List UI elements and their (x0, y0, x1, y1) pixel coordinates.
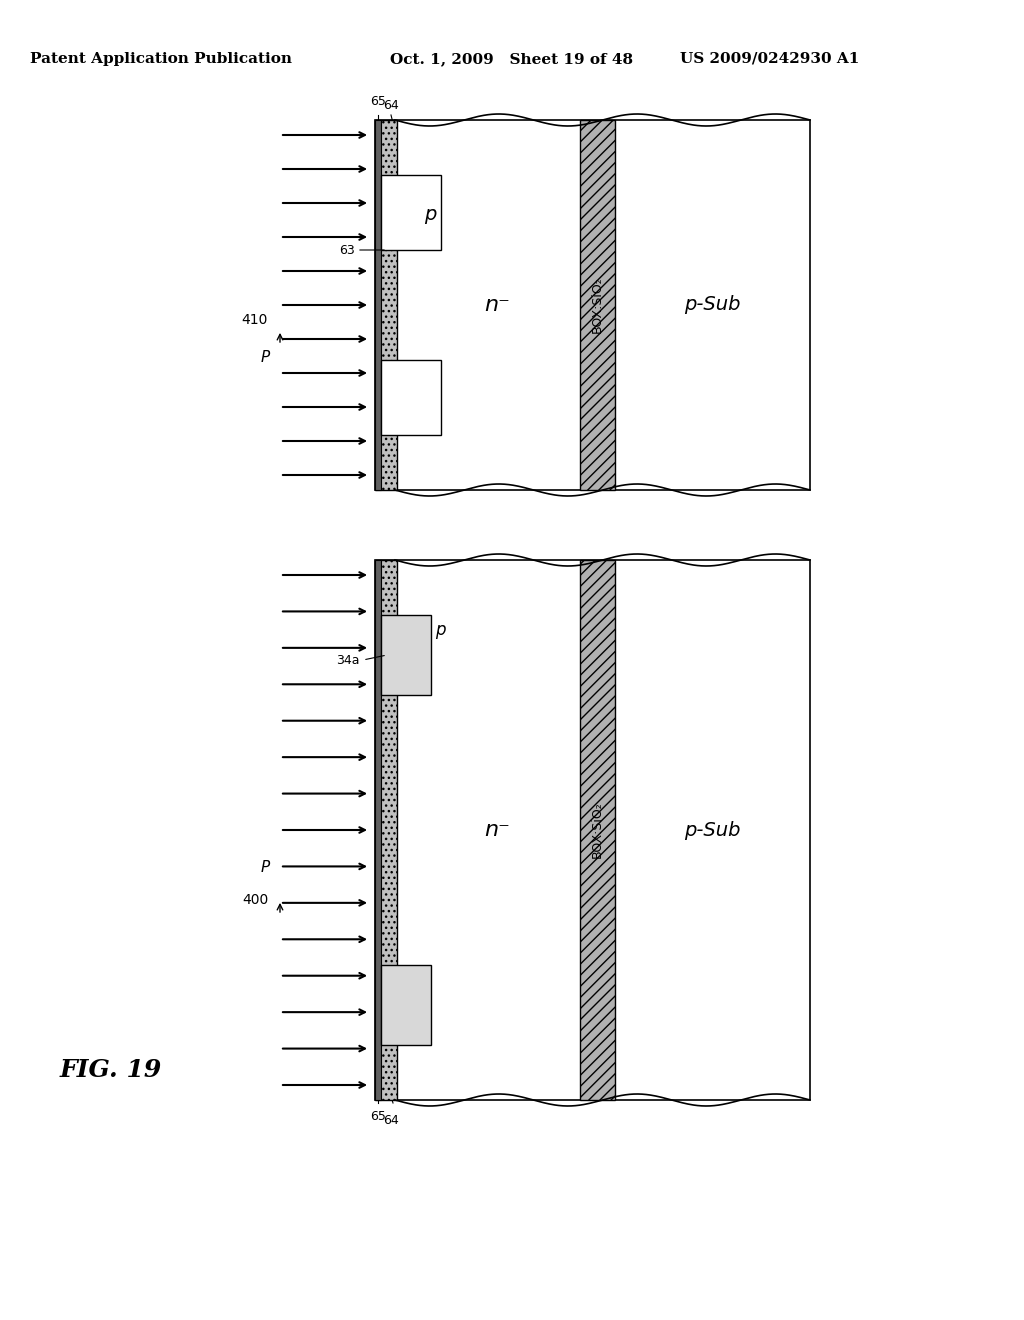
Bar (375, 120, 810, 490)
Bar (375, 120, 397, 490)
Bar (375, 560, 810, 1100)
Bar (580, 120, 615, 490)
Text: 410: 410 (242, 313, 268, 327)
Text: FIG. 19: FIG. 19 (60, 1059, 162, 1082)
Text: p-Sub: p-Sub (684, 821, 740, 840)
Text: n⁻: n⁻ (484, 294, 510, 315)
Text: 64: 64 (383, 99, 399, 112)
Text: 64: 64 (383, 1114, 399, 1127)
Text: n⁻: n⁻ (484, 820, 510, 840)
Bar (580, 560, 615, 1100)
Text: 34a: 34a (337, 653, 360, 667)
Bar (381, 176, 441, 249)
Text: Patent Application Publication: Patent Application Publication (30, 51, 292, 66)
Text: P: P (260, 350, 269, 366)
Bar (375, 560, 397, 1100)
Text: 65: 65 (370, 95, 386, 108)
Text: 65: 65 (370, 1110, 386, 1123)
Bar (381, 615, 431, 696)
Text: BOX:SiO₂: BOX:SiO₂ (591, 801, 604, 858)
Bar (381, 965, 431, 1045)
Text: P: P (260, 861, 269, 875)
Text: US 2009/0242930 A1: US 2009/0242930 A1 (680, 51, 859, 66)
Bar (375, 560, 381, 1100)
Bar (375, 120, 381, 490)
Text: BOX:SiO₂: BOX:SiO₂ (591, 277, 604, 334)
Text: 63: 63 (339, 243, 355, 256)
Text: Oct. 1, 2009   Sheet 19 of 48: Oct. 1, 2009 Sheet 19 of 48 (390, 51, 633, 66)
Text: p-Sub: p-Sub (684, 296, 740, 314)
Bar (381, 360, 441, 436)
Text: p: p (435, 620, 445, 639)
Text: 400: 400 (242, 894, 268, 907)
Text: p: p (424, 206, 436, 224)
